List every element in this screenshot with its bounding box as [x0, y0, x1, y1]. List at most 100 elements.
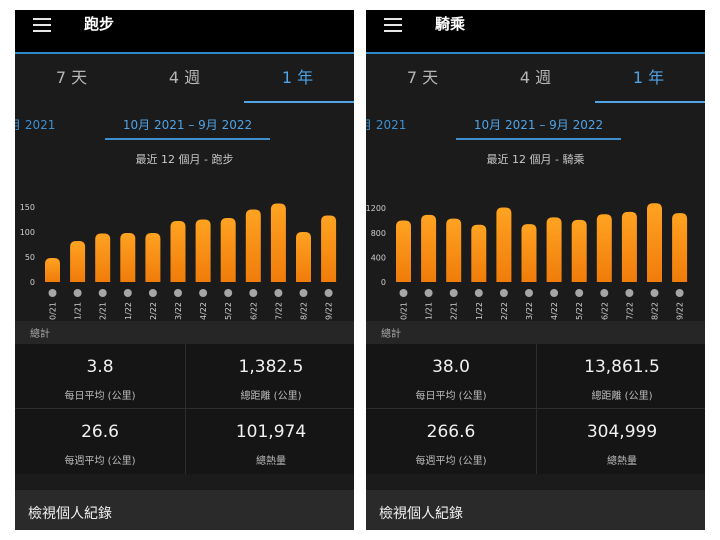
chart-bar[interactable] — [170, 221, 186, 282]
tab-4-weeks[interactable]: 4 週 — [168, 68, 201, 87]
chart-bar[interactable] — [296, 232, 311, 282]
month-marker — [474, 289, 483, 297]
chart-bar[interactable] — [621, 211, 637, 282]
chart-bar[interactable] — [120, 233, 136, 282]
stat-label: 每日平均 (公里) — [64, 391, 136, 402]
chart-bar[interactable] — [446, 218, 462, 282]
stat-label: 總熱量 — [256, 456, 286, 467]
x-tick-label: 11/21 — [74, 302, 83, 320]
stat-weekly-average: 266.6 每週平均 (公里) — [366, 409, 536, 474]
chart-bar[interactable] — [45, 258, 60, 282]
view-personal-records-button[interactable]: 檢視個人紀錄 — [15, 490, 354, 530]
stat-total-distance: 13,861.5 總距離 (公里) — [537, 344, 705, 409]
tab-1-year[interactable]: 1 年 — [281, 68, 314, 87]
y-tick-label: 0 — [381, 278, 386, 287]
chart-bar[interactable] — [195, 219, 211, 283]
tab-1-year[interactable]: 1 年 — [632, 68, 665, 87]
chart-bar[interactable] — [672, 213, 688, 282]
x-tick-label: 1/22 — [475, 302, 484, 320]
month-marker — [449, 289, 458, 297]
page-title: 跑步 — [84, 15, 115, 33]
tab-7-days[interactable]: 7 天 — [406, 68, 439, 87]
y-tick-label: 150 — [20, 203, 35, 212]
stat-label: 每週平均 (公里) — [64, 456, 136, 467]
chart-bar[interactable] — [571, 219, 587, 282]
range-indicator — [456, 138, 621, 140]
month-marker — [600, 289, 609, 297]
chart-bar[interactable] — [70, 241, 86, 282]
stat-label: 每日平均 (公里) — [415, 391, 487, 402]
stat-value: 304,999 — [586, 422, 658, 442]
stat-label: 每週平均 (公里) — [415, 456, 487, 467]
x-tick-label: 7/22 — [274, 302, 283, 320]
chart-subtitle: 最近 12 個月 - 騎乘 — [486, 153, 585, 166]
stat-daily-average: 3.8 每日平均 (公里) — [15, 344, 185, 409]
chart-bar[interactable] — [546, 217, 562, 282]
chart-bar[interactable] — [321, 215, 337, 283]
stat-value: 266.6 — [426, 422, 476, 442]
x-tick-label: 11/21 — [425, 302, 434, 320]
cycling-bar-chart: 0 400 800 1200 10/21 11/21 12/21 1/22 2/22 3/22 4/… — [366, 203, 688, 320]
view-personal-records-button[interactable]: 檢視個人紀錄 — [366, 490, 705, 530]
chart-bar[interactable] — [471, 224, 487, 282]
x-tick-label: 7/22 — [625, 302, 634, 320]
chart-bar[interactable] — [596, 214, 612, 282]
stat-total-calories: 304,999 總熱量 — [537, 409, 705, 474]
x-tick-label: 6/22 — [600, 302, 609, 320]
top-app-bar: 跑步 — [15, 10, 354, 52]
previous-range-button[interactable]: 月 2021 — [15, 118, 56, 132]
tab-7-days[interactable]: 7 天 — [55, 68, 88, 87]
x-tick-label: 2/22 — [149, 302, 158, 320]
stat-value: 101,974 — [235, 422, 307, 442]
chart-bar[interactable] — [496, 207, 512, 282]
x-tick-label: 12/21 — [99, 302, 108, 320]
chart-bar[interactable] — [220, 218, 236, 282]
stat-value: 1,382.5 — [238, 357, 304, 377]
totals-section-header: 總計 — [366, 321, 705, 344]
running-bar-chart: 0 50 100 150 10/21 11/21 12/21 1/22 2/22 3/22 4/22… — [20, 203, 337, 320]
month-marker — [123, 289, 132, 297]
records-label: 檢視個人紀錄 — [28, 506, 112, 522]
month-marker — [550, 289, 559, 297]
x-tick-label: 4/22 — [199, 302, 208, 320]
y-tick-label: 100 — [20, 228, 35, 237]
cycling-stats-panel: 騎乘 7 天 4 週 1 年 月 2021 10月 2021 – 9月 2022… — [366, 10, 705, 530]
chart-bar[interactable] — [145, 233, 161, 282]
stat-value: 13,861.5 — [584, 357, 660, 377]
chart-bar[interactable] — [396, 220, 411, 282]
chart-bar[interactable] — [270, 203, 286, 283]
chart-bar[interactable] — [647, 203, 662, 282]
current-range-label[interactable]: 10月 2021 – 9月 2022 — [122, 118, 253, 132]
stat-label: 總距離 (公里) — [591, 391, 653, 402]
x-tick-label: 9/22 — [325, 302, 334, 320]
month-marker — [650, 289, 659, 297]
stat-total-distance: 1,382.5 總距離 (公里) — [186, 344, 354, 409]
month-marker — [224, 289, 233, 297]
month-marker — [199, 289, 208, 297]
chart-bar[interactable] — [521, 224, 537, 282]
y-tick-label: 1200 — [366, 204, 386, 213]
month-marker — [274, 289, 283, 297]
month-marker — [324, 289, 333, 297]
hamburger-menu-icon[interactable] — [33, 18, 51, 34]
month-marker — [98, 289, 107, 297]
chart-bar[interactable] — [421, 214, 437, 282]
hamburger-menu-icon[interactable] — [384, 18, 402, 34]
month-marker — [575, 289, 584, 297]
stat-total-calories: 101,974 總熱量 — [186, 409, 354, 474]
current-range-label[interactable]: 10月 2021 – 9月 2022 — [473, 118, 604, 132]
active-tab-indicator — [244, 101, 354, 103]
month-marker — [625, 289, 634, 297]
stat-divider — [15, 408, 354, 409]
chart-bar[interactable] — [245, 209, 261, 283]
x-tick-label: 3/22 — [525, 302, 534, 320]
y-tick-label: 0 — [30, 278, 35, 287]
x-tick-label: 12/21 — [450, 302, 459, 320]
x-tick-label: 5/22 — [575, 302, 584, 320]
stat-weekly-average: 26.6 每週平均 (公里) — [15, 409, 185, 474]
tab-4-weeks[interactable]: 4 週 — [519, 68, 552, 87]
stat-value: 26.6 — [81, 422, 119, 442]
chart-bar[interactable] — [95, 233, 111, 283]
x-tick-label: 1/22 — [124, 302, 133, 320]
previous-range-button[interactable]: 月 2021 — [366, 118, 407, 132]
